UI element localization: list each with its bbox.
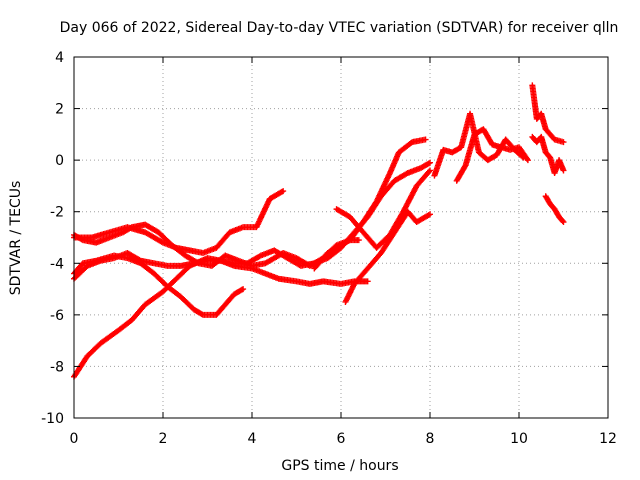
y-tick-label: -6 bbox=[50, 308, 64, 324]
data-point bbox=[560, 139, 567, 146]
ticks-layer: 0 2 4 6 8 10 12 -10 -8 -6 -4 -2 0 2 4 bbox=[41, 50, 617, 447]
data-point bbox=[560, 219, 567, 226]
y-tick-label: -2 bbox=[50, 205, 64, 221]
data-point bbox=[559, 217, 566, 224]
data-point bbox=[238, 286, 245, 293]
y-tick-label: 2 bbox=[55, 102, 64, 118]
data-point bbox=[427, 167, 433, 174]
chart-title: Day 066 of 2022, Sidereal Day-to-day VTE… bbox=[60, 20, 619, 36]
x-tick-label: 8 bbox=[426, 431, 435, 447]
data-point bbox=[425, 160, 432, 167]
points-layer bbox=[71, 82, 567, 380]
data-point bbox=[524, 157, 531, 164]
data-point bbox=[240, 286, 247, 293]
x-tick-label: 10 bbox=[510, 431, 528, 447]
y-tick-label: -8 bbox=[50, 359, 64, 375]
data-point bbox=[280, 188, 287, 195]
series-track-i bbox=[431, 110, 527, 179]
data-point bbox=[355, 237, 362, 244]
data-point bbox=[461, 163, 468, 170]
y-tick-label: 4 bbox=[55, 50, 64, 66]
data-point bbox=[425, 168, 432, 175]
y-axis-label: SDTVAR / TECUs bbox=[8, 181, 24, 296]
x-tick-label: 12 bbox=[599, 431, 617, 447]
series-track-a bbox=[71, 255, 371, 380]
series-track-f bbox=[311, 136, 429, 272]
x-tick-label: 6 bbox=[337, 431, 346, 447]
y-tick-label: 0 bbox=[55, 153, 64, 169]
y-tick-label: -4 bbox=[50, 256, 64, 272]
x-axis-label: GPS time / hours bbox=[281, 458, 398, 474]
y-tick-label: -10 bbox=[41, 411, 64, 427]
series-track-m bbox=[542, 193, 567, 226]
data-point bbox=[364, 278, 371, 285]
series-track-l bbox=[529, 133, 567, 177]
series-track-e bbox=[71, 188, 287, 256]
data-point bbox=[427, 159, 433, 166]
series-track-j bbox=[453, 126, 531, 184]
series-track-h bbox=[342, 208, 433, 305]
x-tick-label: 2 bbox=[159, 431, 168, 447]
x-tick-label: 0 bbox=[70, 431, 79, 447]
data-point bbox=[427, 211, 433, 218]
series-track-k bbox=[529, 82, 567, 146]
data-point bbox=[422, 136, 429, 143]
data-point bbox=[198, 311, 205, 318]
data-point bbox=[524, 155, 531, 162]
x-tick-label: 4 bbox=[248, 431, 257, 447]
data-point bbox=[560, 167, 567, 174]
